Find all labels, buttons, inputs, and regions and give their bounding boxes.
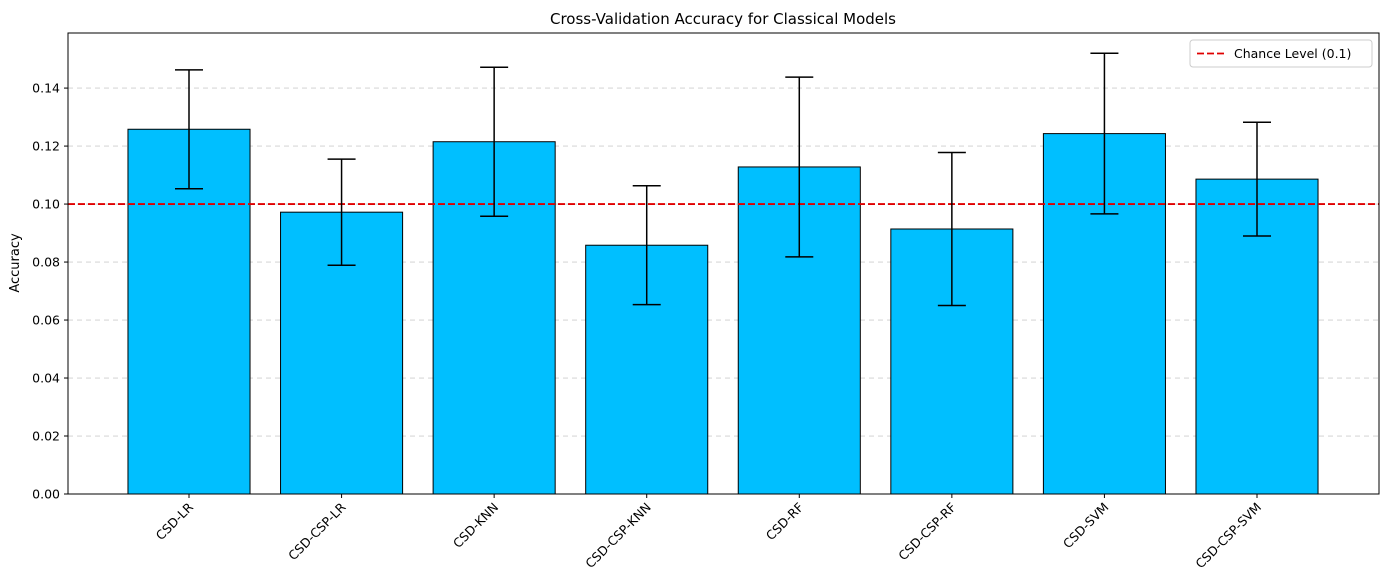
x-tick-label: CSD-CSP-RF (895, 500, 959, 564)
gridlines (68, 87, 1379, 437)
legend-label-chance-level: Chance Level (0.1) (1234, 46, 1351, 61)
x-axis-ticks: CSD-LR CSD-CSP-LR CSD-KNN CSD-CSP-KNN CSD-RF… (153, 494, 1264, 571)
plot-area-frame (67, 32, 1380, 495)
y-tick-label: 0.06 (32, 313, 60, 328)
legend-frame (1189, 39, 1373, 68)
chart-title: Cross-Validation Accuracy for Classical … (550, 10, 896, 28)
y-tick-label: 0.04 (32, 371, 60, 386)
x-tick-label: CSD-CSP-LR (285, 499, 349, 563)
bar (127, 128, 251, 495)
y-tick-label: 0.02 (32, 429, 60, 444)
error-bars (175, 52, 1271, 307)
y-tick-label: 0.14 (32, 81, 60, 96)
bars (127, 128, 1319, 495)
x-tick-label: CSD-LR (153, 499, 197, 543)
x-tick-label: CSD-SVM (1060, 500, 1112, 552)
x-tick-label: CSD-CSP-KNN (582, 500, 654, 572)
y-tick-label: 0.10 (32, 197, 60, 212)
y-tick-label: 0.12 (32, 139, 60, 154)
x-tick-label: CSD-RF (763, 500, 807, 544)
x-tick-label: CSD-CSP-SVM (1192, 500, 1264, 572)
x-tick-label: CSD-KNN (450, 500, 501, 551)
y-tick-label: 0.00 (32, 487, 60, 502)
legend: Chance Level (0.1) (1189, 39, 1373, 68)
y-axis-title: Accuracy (8, 233, 23, 293)
y-axis-ticks: 0.00 0.02 0.04 0.06 0.08 0.10 0.12 0.14 (32, 81, 68, 502)
y-tick-label: 0.08 (32, 255, 60, 270)
